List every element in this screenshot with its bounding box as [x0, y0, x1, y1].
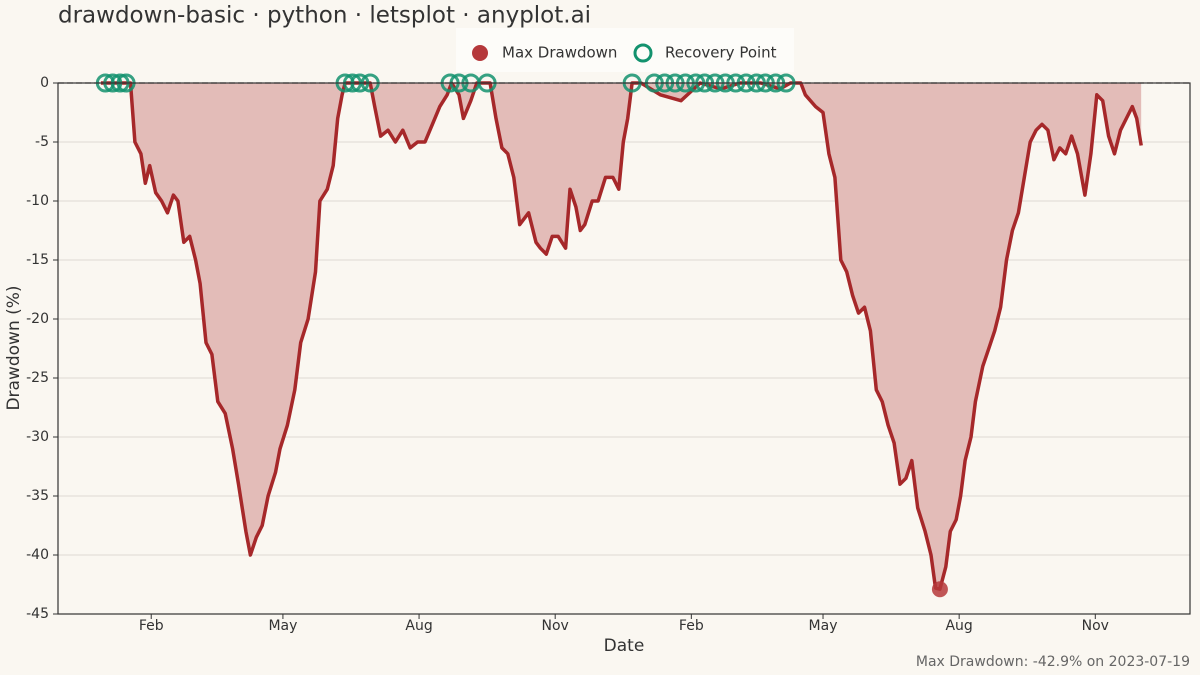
y-tick-label: -40	[26, 547, 49, 563]
y-tick-label: -25	[26, 370, 49, 386]
x-tick-label: Aug	[945, 618, 972, 634]
x-tick-label: Nov	[542, 618, 569, 634]
x-axis-label: Date	[604, 636, 645, 656]
y-tick-label: -5	[35, 134, 49, 150]
plot-frame	[57, 82, 1191, 615]
max-drawdown-point	[931, 581, 948, 598]
y-tick-label: -15	[26, 252, 49, 268]
x-tick-label: Nov	[1082, 618, 1109, 634]
annotation: Max Drawdown: -42.9% on 2023-07-19	[916, 654, 1190, 670]
y-tick-label: -20	[26, 311, 49, 327]
y-tick-label: -10	[26, 193, 49, 209]
y-tick-label: -45	[26, 606, 49, 622]
y-tick-label: 0	[40, 75, 49, 91]
x-tick-label: May	[268, 618, 297, 634]
legend-label: Recovery Point	[665, 44, 777, 62]
legend-marker	[472, 45, 488, 61]
chart-title: drawdown-basic · python · letsplot · any…	[58, 3, 591, 29]
line	[100, 81, 1143, 591]
legend-box	[456, 28, 794, 72]
x-tick-label: Feb	[139, 618, 164, 634]
legend-label: Max Drawdown	[502, 44, 617, 62]
y-axis-label: Drawdown (%)	[4, 285, 24, 410]
y-tick-label: -30	[26, 429, 49, 445]
legend-marker	[633, 43, 653, 63]
area	[100, 83, 1142, 590]
x-tick-label: Feb	[679, 618, 704, 634]
x-tick-label: Aug	[405, 618, 432, 634]
y-tick-label: -35	[26, 488, 49, 504]
x-tick-label: May	[809, 618, 838, 634]
